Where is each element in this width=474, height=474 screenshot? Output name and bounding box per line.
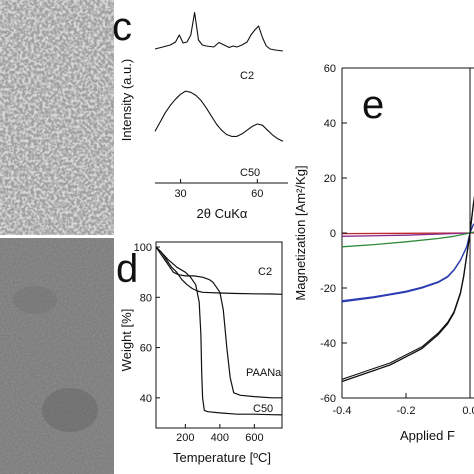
panel-c-x-ticks: 30 60 (174, 179, 263, 200)
panel-e-letter: e (362, 83, 384, 127)
panel-e-ytick-label: -60 (320, 393, 336, 405)
panel-e-ytick-label: 60 (324, 63, 336, 75)
panel-d-label-paana: PAANa (246, 367, 282, 379)
panel-e-xlabel: Applied F (400, 428, 455, 443)
panel-d-xtick-label: 400 (211, 432, 229, 444)
panel-c-ylabel: Intensity (a.u.) (119, 59, 134, 141)
panel-c-xlabel: 2θ CuKα (197, 206, 248, 221)
panel-e-xtick-label: -0.4 (333, 405, 352, 417)
panel-d: d C2 PAANa C50 200 400 600 40 60 80 100 Weight [… (116, 241, 283, 465)
panel-d-ticks: 200 400 600 40 60 80 100 (134, 242, 264, 444)
panel-d-label-c50: C50 (253, 403, 273, 415)
panel-e-plot (341, 68, 474, 398)
panel-c-label-c50: C50 (240, 167, 260, 179)
panel-d-ylabel: Weight [%] (119, 309, 134, 372)
panel-e-ytick-label: 20 (324, 173, 336, 185)
panel-c-xtick-label: 30 (174, 188, 186, 200)
panel-d-ytick-label: 60 (140, 343, 152, 355)
panel-e-series-black-return (341, 196, 474, 380)
panel-d-letter: d (116, 247, 138, 291)
panel-e-series-black (341, 195, 474, 383)
panel-d-label-c2: C2 (258, 266, 272, 278)
tem-image-top (0, 0, 114, 235)
panel-e-ytick-label: 0 (330, 228, 336, 240)
panel-d-ytick-label: 40 (140, 393, 152, 405)
panel-c-plot: C2 C50 (154, 11, 284, 179)
panel-d-frame (155, 241, 283, 429)
panel-e-ytick-label: 40 (324, 118, 336, 130)
panel-e-xtick-label: 0.0 (462, 405, 474, 417)
panel-d-xtick-label: 200 (176, 432, 194, 444)
tem-image-bottom (0, 238, 114, 474)
panel-d-plot: C2 PAANa C50 (155, 246, 283, 416)
panel-d-series-c2 (155, 246, 283, 295)
panel-c-series-c2 (154, 11, 283, 52)
panel-d-xtick-label: 600 (245, 432, 263, 444)
panel-c-xtick-label: 60 (251, 188, 263, 200)
panel-e-ticks: -60 -40 -20 0 20 40 60 -0.4 -0.2 0.0 (320, 63, 474, 417)
panel-d-ytick-label: 80 (140, 292, 152, 304)
panel-e-ytick-label: -20 (320, 283, 336, 295)
panel-c-series-c50 (154, 90, 284, 142)
panel-d-ytick-label: 100 (134, 242, 152, 254)
panel-e-xtick-label: -0.2 (397, 405, 416, 417)
panel-e-ytick-label: -40 (320, 338, 336, 350)
panel-d-xlabel: Temperature [ºC] (173, 450, 271, 465)
panel-e-ylabel: Magnetization [Am²/Kg] (293, 165, 308, 300)
panel-c-letter: c (112, 5, 132, 49)
panel-d-series-paana (155, 246, 282, 399)
panel-d-series-c50 (155, 246, 283, 416)
panel-c-label-c2: C2 (240, 70, 254, 82)
panel-e: e -60 -40 -20 0 20 40 60 -0.4 -0.2 0.0 Magnetizat… (293, 63, 474, 443)
panel-c: c Intensity (a.u.) C2 C50 30 60 2θ CuKα (112, 5, 288, 221)
